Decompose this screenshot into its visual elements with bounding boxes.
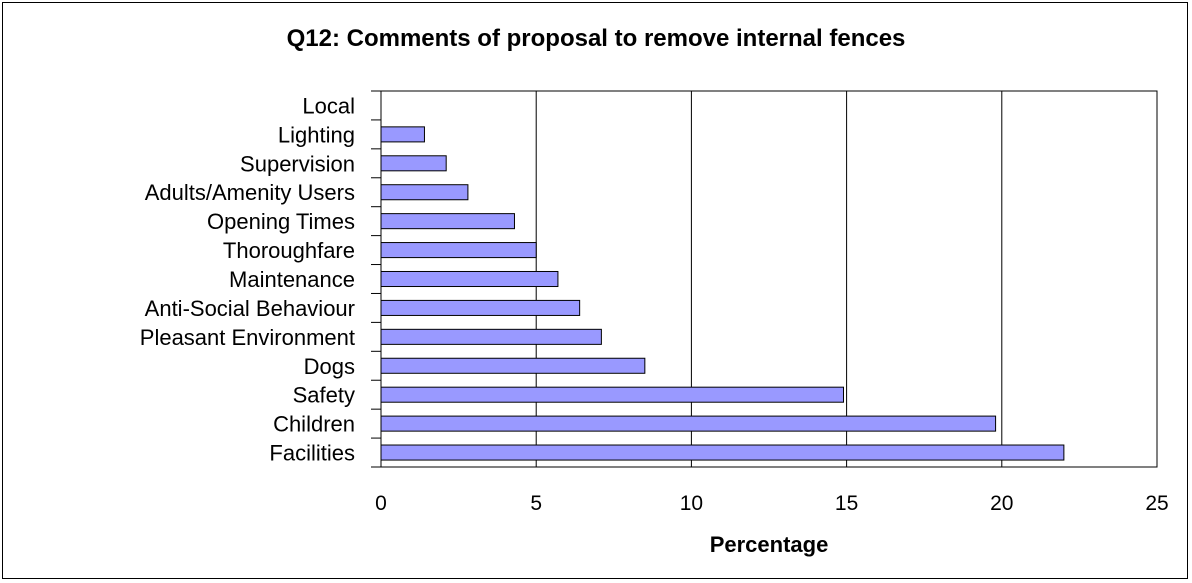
bar-maintenance	[380, 270, 559, 288]
category-label: Facilities	[269, 441, 355, 466]
category-label: Dogs	[304, 354, 355, 379]
bar-children	[380, 415, 997, 432]
category-label: Anti-Social Behaviour	[145, 296, 355, 321]
gridlines	[535, 91, 1003, 467]
x-axis-title: Percentage	[710, 532, 829, 557]
category-label: Thoroughfare	[223, 238, 355, 263]
bar-pleasant-environment	[380, 328, 602, 345]
category-label: Adults/Amenity Users	[145, 180, 355, 205]
bar-adults-amenity-users	[380, 184, 469, 201]
x-tick-label: 0	[375, 492, 387, 515]
category-label: Supervision	[240, 151, 355, 176]
x-tick-label: 25	[1145, 492, 1168, 515]
category-label: Safety	[293, 383, 355, 408]
bar-opening-times	[380, 213, 515, 230]
category-label: Pleasant Environment	[140, 325, 355, 350]
bar-thoroughfare	[380, 242, 537, 259]
category-label: Maintenance	[229, 267, 355, 292]
x-tick-labels: 0 5 10 15 20 25	[375, 492, 1169, 515]
bar-anti-social-behaviour	[380, 299, 581, 316]
category-labels: Local Lighting Supervision Adults/Amenity U…	[140, 93, 355, 465]
bar-safety	[380, 386, 844, 403]
bar-supervision	[380, 155, 447, 172]
chart-title: Q12: Comments of proposal to remove inte…	[286, 25, 906, 52]
x-tick-label: 5	[530, 492, 542, 515]
bars	[380, 126, 1065, 461]
category-label: Opening Times	[207, 209, 355, 234]
x-tick-label: 20	[990, 492, 1013, 515]
category-label: Local	[302, 93, 355, 118]
x-tick-label: 15	[835, 492, 858, 515]
bar-dogs	[380, 357, 646, 374]
bar-facilities	[380, 444, 1065, 461]
category-ticks	[371, 90, 381, 468]
category-label: Lighting	[278, 122, 355, 147]
x-tick-label: 10	[680, 492, 703, 515]
bar-lighting	[380, 126, 425, 143]
category-label: Children	[273, 412, 355, 437]
